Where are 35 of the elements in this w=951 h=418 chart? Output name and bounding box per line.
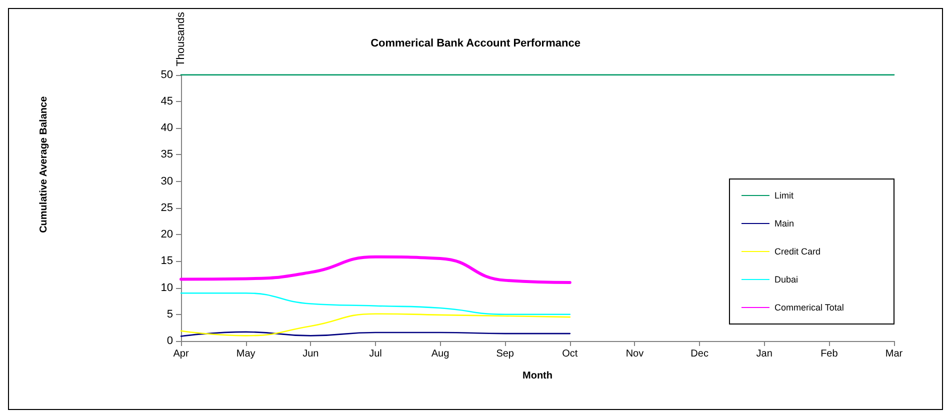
- line-series: [180, 313, 571, 336]
- x-tick-label: Jun: [302, 348, 319, 360]
- x-tick-label: Oct: [562, 348, 578, 360]
- x-tick-label: Aug: [431, 348, 450, 360]
- y-tick-label: 10: [160, 282, 173, 294]
- x-tick-label: Nov: [626, 348, 644, 360]
- text: Cumulative Average Balance: [38, 96, 50, 233]
- y-tick-label: 50: [160, 68, 173, 81]
- x-tick-label: Jan: [756, 348, 772, 360]
- x-tick-label: Sep: [496, 348, 514, 360]
- y-axis-title: Thousands: [175, 12, 187, 66]
- x-tick-label: Mar: [885, 348, 904, 360]
- line-series: [180, 255, 572, 284]
- x-tick-label: Feb: [820, 348, 838, 360]
- y-tick-label: 0: [166, 335, 173, 347]
- chart-title: Commerical Bank Account Performance: [370, 38, 580, 50]
- line-series: [180, 292, 571, 316]
- y-tick-label: 35: [160, 148, 173, 161]
- y-tick-label: 5: [166, 308, 173, 320]
- legend-label: Limit: [774, 190, 794, 200]
- y-tick-label: 30: [160, 175, 173, 188]
- y-tick-label: 20: [160, 228, 173, 241]
- legend-label: Dubai: [774, 274, 798, 284]
- legend-label: Commerical Total: [774, 302, 844, 312]
- x-tick-label: Dec: [690, 348, 708, 360]
- y-tick-label: 40: [160, 122, 173, 134]
- y-tick-label: 15: [160, 255, 173, 268]
- y-tick-label: 25: [160, 202, 173, 214]
- x-tick-label: May: [236, 348, 256, 360]
- x-tick-label: Jul: [369, 348, 382, 360]
- x-axis-title: Month: [522, 370, 552, 382]
- y-tick-label: 45: [160, 95, 173, 108]
- legend-label: Credit Card: [774, 246, 820, 256]
- x-tick-label: Apr: [173, 348, 190, 360]
- legend-label: Main: [774, 218, 794, 228]
